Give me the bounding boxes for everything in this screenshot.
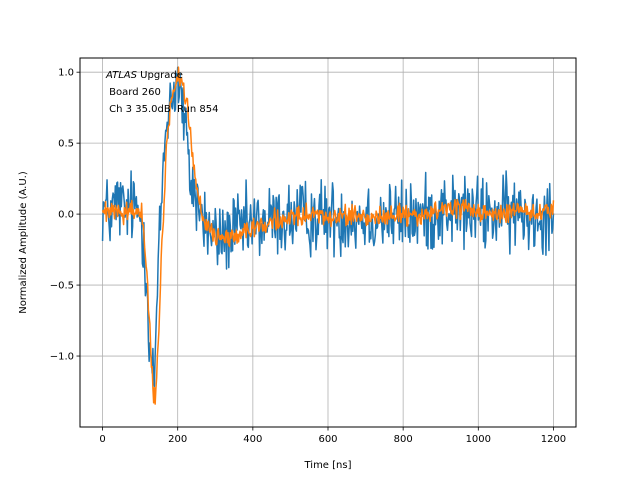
- x-tick-label: 600: [318, 434, 337, 445]
- annotation-block: ATLAS Upgrade Board 260 Ch 3 35.0dB Run …: [105, 70, 219, 115]
- x-axis-label: Time [ns]: [303, 460, 351, 471]
- y-tick-label: 1.0: [58, 68, 74, 79]
- x-tick-label: 1000: [466, 434, 491, 445]
- x-tick-label: 800: [394, 434, 413, 445]
- y-tick-label: 0.5: [58, 139, 74, 150]
- x-tick-label: 400: [243, 434, 262, 445]
- series-line-2: [101, 66, 555, 405]
- axis-ticks: 0 200 400 600 800 1000 1200 −1.0 −0.5 0.0 0.5 1.0: [50, 68, 566, 445]
- y-tick-label: −1.0: [50, 352, 74, 363]
- annotation-line-1: ATLAS Upgrade: [105, 70, 183, 81]
- annotation-upgrade: Upgrade: [137, 70, 183, 81]
- y-tick-label: −0.5: [50, 281, 74, 292]
- y-tick-label: 0.0: [58, 210, 74, 221]
- x-tick-label: 200: [168, 434, 187, 445]
- x-tick-label: 1200: [541, 434, 566, 445]
- annotation-atlas: ATLAS: [105, 70, 138, 81]
- x-tick-label: 0: [99, 434, 105, 445]
- annotation-line-3: Ch 3 35.0dB Run 854: [106, 104, 219, 115]
- y-axis-label: Normalized Amplitude (A.U.): [18, 171, 29, 314]
- series-layer: [101, 66, 555, 405]
- annotation-line-2: Board 260: [106, 87, 161, 98]
